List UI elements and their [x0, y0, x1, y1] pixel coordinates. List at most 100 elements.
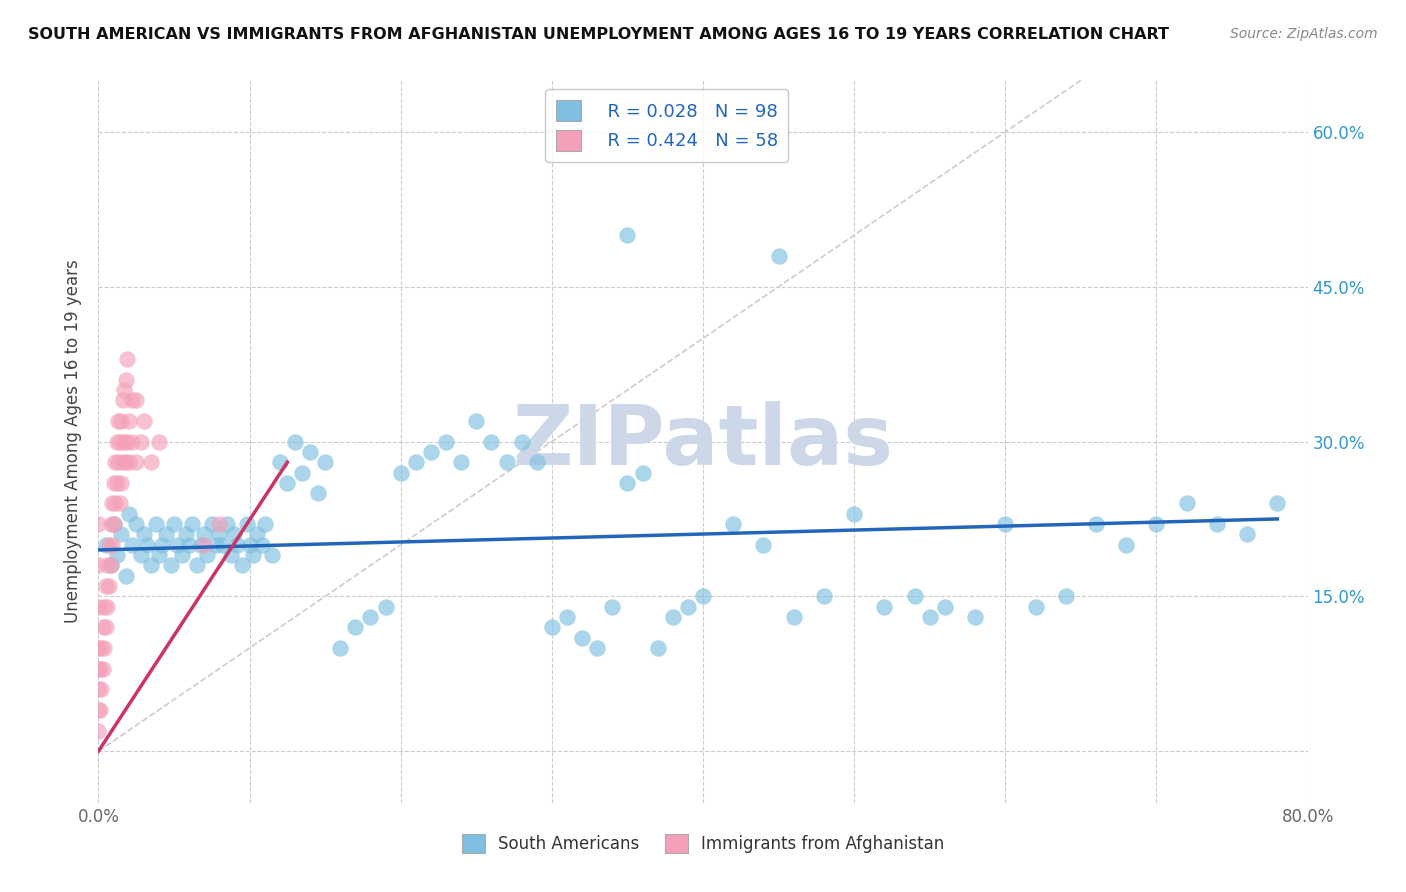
Point: [87, 640, 110, 655]
Point: [344, 620, 367, 634]
Point: [374, 599, 396, 614]
Point: [904, 590, 927, 604]
Point: [616, 475, 638, 490]
Point: [676, 599, 699, 614]
Point: [661, 610, 683, 624]
Point: [96, 599, 118, 614]
Point: [112, 383, 135, 397]
Point: [616, 228, 638, 243]
Point: [129, 434, 152, 449]
Point: [94, 620, 117, 634]
Point: [100, 517, 122, 532]
Point: [179, 538, 201, 552]
Point: [115, 434, 138, 449]
Point: [141, 558, 163, 573]
Point: [1024, 599, 1046, 614]
Point: [121, 393, 143, 408]
Point: [965, 610, 987, 624]
Point: [1267, 496, 1289, 510]
Point: [111, 455, 134, 469]
Point: [231, 558, 253, 573]
Point: [239, 538, 262, 552]
Point: [276, 475, 298, 490]
Point: [108, 496, 131, 510]
Point: [87, 558, 110, 573]
Point: [160, 558, 183, 573]
Point: [111, 393, 134, 408]
Point: [114, 568, 136, 582]
Point: [783, 610, 806, 624]
Point: [1175, 496, 1198, 510]
Point: [104, 455, 127, 469]
Point: [571, 631, 593, 645]
Y-axis label: Unemployment Among Ages 16 to 19 years: Unemployment Among Ages 16 to 19 years: [65, 260, 83, 624]
Text: SOUTH AMERICAN VS IMMIGRANTS FROM AFGHANISTAN UNEMPLOYMENT AMONG AGES 16 TO 19 Y: SOUTH AMERICAN VS IMMIGRANTS FROM AFGHAN…: [28, 27, 1170, 42]
Point: [934, 599, 956, 614]
Point: [723, 517, 745, 532]
Point: [132, 527, 155, 541]
Point: [148, 548, 170, 562]
Point: [1115, 538, 1137, 552]
Point: [226, 538, 249, 552]
Point: [540, 620, 562, 634]
Point: [132, 414, 155, 428]
Point: [208, 517, 231, 532]
Point: [87, 723, 110, 738]
Point: [110, 475, 132, 490]
Point: [994, 517, 1017, 532]
Point: [1236, 527, 1258, 541]
Point: [195, 548, 218, 562]
Point: [186, 558, 208, 573]
Point: [89, 662, 111, 676]
Text: ZIPatlas: ZIPatlas: [513, 401, 893, 482]
Point: [105, 548, 128, 562]
Point: [465, 414, 488, 428]
Point: [1206, 517, 1229, 532]
Point: [114, 373, 136, 387]
Point: [148, 434, 170, 449]
Point: [291, 466, 314, 480]
Point: [586, 640, 609, 655]
Point: [510, 434, 533, 449]
Point: [87, 517, 110, 532]
Point: [125, 393, 148, 408]
Point: [1144, 517, 1167, 532]
Point: [224, 527, 246, 541]
Point: [813, 590, 835, 604]
Point: [481, 434, 503, 449]
Point: [118, 414, 141, 428]
Point: [844, 507, 866, 521]
Point: [101, 496, 124, 510]
Point: [125, 455, 148, 469]
Point: [107, 414, 129, 428]
Point: [100, 558, 122, 573]
Point: [93, 640, 115, 655]
Point: [190, 538, 212, 552]
Point: [103, 517, 125, 532]
Legend: South Americans, Immigrants from Afghanistan: South Americans, Immigrants from Afghani…: [456, 827, 950, 860]
Point: [314, 455, 336, 469]
Point: [89, 703, 111, 717]
Point: [103, 517, 125, 532]
Point: [87, 703, 110, 717]
Point: [91, 662, 114, 676]
Point: [284, 434, 307, 449]
Point: [114, 455, 136, 469]
Point: [87, 682, 110, 697]
Point: [307, 486, 329, 500]
Point: [205, 538, 228, 552]
Point: [174, 527, 197, 541]
Point: [98, 538, 121, 552]
Point: [91, 620, 114, 634]
Point: [181, 517, 204, 532]
Point: [121, 434, 143, 449]
Point: [170, 548, 193, 562]
Point: [145, 517, 167, 532]
Point: [110, 414, 132, 428]
Point: [101, 538, 124, 552]
Point: [208, 527, 231, 541]
Point: [269, 455, 291, 469]
Point: [211, 538, 233, 552]
Point: [118, 455, 141, 469]
Point: [94, 579, 117, 593]
